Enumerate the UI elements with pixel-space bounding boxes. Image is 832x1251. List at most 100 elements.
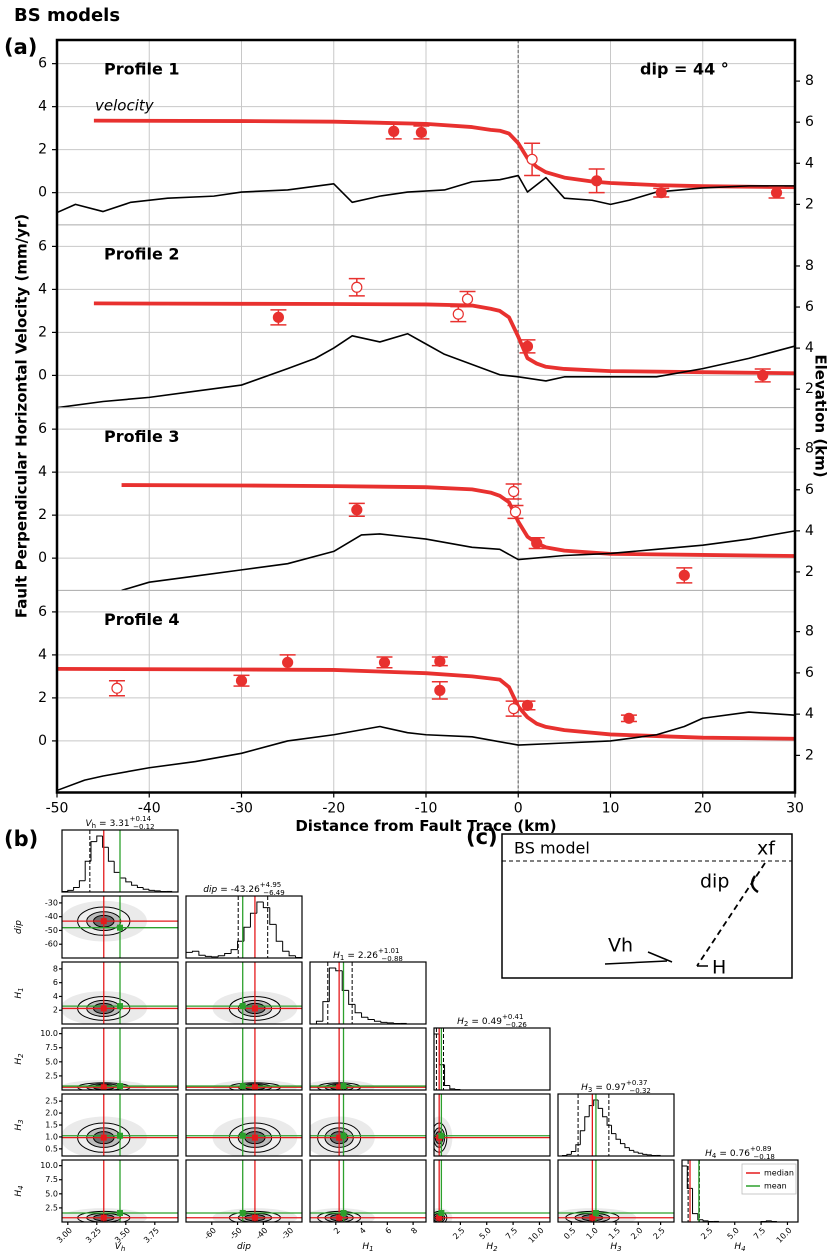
mean-marker [117,1209,123,1216]
velocity-line [93,118,796,190]
title-relation: = [99,819,107,829]
histogram-bin [84,860,91,881]
title-err-plus: +0.41 [502,1013,523,1021]
x-tick-label: 5.0 [726,1226,741,1241]
title-subscript: 4 [712,1152,717,1160]
title-err-plus: +1.01 [378,947,399,955]
parameter-label: H1 [14,987,26,998]
histogram-bin [584,1116,590,1131]
median-marker [100,1005,107,1012]
x-tick-label: 0.5 [562,1226,577,1241]
title-subscript: 2 [464,1020,468,1028]
histogram-bin [637,1152,643,1154]
histogram-bin [454,1088,461,1090]
corner-panel [62,1094,178,1156]
corner-panel [558,1160,674,1222]
observation-open [111,682,123,694]
observation [434,655,446,667]
histogram-bin [211,956,219,958]
parameter-label: dip [237,1242,251,1251]
histogram-bin [67,889,74,892]
histogram-bin [224,953,232,956]
observation-open [509,506,522,518]
x-tick-label: -50 [46,801,69,817]
parameter-label: H3 [610,1242,621,1251]
histogram-bin [566,1153,572,1156]
profile-title: Profile 2 [104,244,180,263]
histogram-bin [136,885,144,889]
y-tick-label: 2.5 [45,1097,58,1106]
x-tick-label: 4 [358,1226,368,1236]
title-err-plus: +0.89 [750,1145,771,1153]
median-marker [336,1214,343,1221]
x-tick-label: 0 [514,801,523,817]
y2-tick-label: 8 [805,441,814,457]
x-tick-label: 1.0 [585,1226,600,1241]
x-tick-label: 2.5 [699,1226,714,1241]
panel-frame [309,961,427,1025]
histogram-bin [217,955,225,957]
label-subscript: 2 [17,1053,25,1058]
median-marker [336,1084,343,1090]
label-symbol: H [14,992,24,999]
median-marker [251,1134,258,1141]
panel-frame [433,1159,551,1223]
x-tick-label: -40 [254,1226,270,1242]
corner-panel [434,1094,550,1156]
panel-frame [185,1027,303,1091]
y-tick-label: 7.5 [45,1175,58,1184]
mean-marker [592,1209,599,1216]
histogram-bin [335,968,343,972]
title-median: 3.31 [110,819,130,829]
observation-open [508,703,520,715]
histogram-bin [606,1116,612,1126]
x-tick-label: 3.00 [55,1226,74,1245]
mean-marker [239,1132,246,1139]
y-tick-label: 4 [38,99,47,115]
histogram-bin [367,1017,375,1021]
observation-open [351,281,363,293]
histogram-bin [119,872,126,879]
plot-frame [55,38,797,794]
histogram-bin [96,835,103,842]
y2-tick-label: 4 [805,706,814,722]
histogram-bin [107,847,115,862]
observation [521,340,534,352]
x-tick-label: 20 [694,801,712,817]
histogram-bin [198,951,206,956]
histogram-bin [315,1020,323,1024]
corner-panel [310,1028,426,1090]
x-tick-label: -30 [280,1226,296,1242]
label-subscript: 4 [17,1185,25,1189]
y2-tick-label: 8 [805,624,814,640]
y-tick-label: -60 [45,940,58,949]
y-tick-label: 0.5 [45,1144,58,1153]
mean-marker [438,1209,445,1216]
histogram-bin [341,970,349,991]
observation [235,675,248,687]
parameter-label: H4 [14,1185,26,1196]
panel-frame [309,1093,427,1157]
y-tick-label: 0 [38,733,47,749]
corner-panel [186,1094,302,1156]
y-tick-label: 5.0 [45,1057,58,1066]
title-err-minus: −0.26 [505,1021,527,1029]
panel-frame [185,895,303,959]
label-symbol: H [14,1058,24,1065]
title-err-minus: −0.88 [381,955,402,963]
histogram-bin [765,1220,772,1222]
histogram-title: Vh = 3.31+0.14 −0.12 [85,815,154,831]
title-err-minus: −0.18 [753,1153,774,1161]
histogram-bin [633,1150,639,1153]
median-marker [336,1134,343,1141]
label-subscript: 2 [493,1245,498,1251]
x-tick-label: -50 [228,1226,244,1242]
label-subscript: 3 [617,1245,621,1251]
y2-tick-label: 6 [805,665,814,681]
corner-panel [186,1028,302,1090]
corner-panel [310,1160,426,1222]
diagram-label: Vh [608,935,633,957]
y-tick-label: 0 [38,550,47,566]
y-tick-label: 2 [38,324,47,340]
observation [434,684,446,696]
